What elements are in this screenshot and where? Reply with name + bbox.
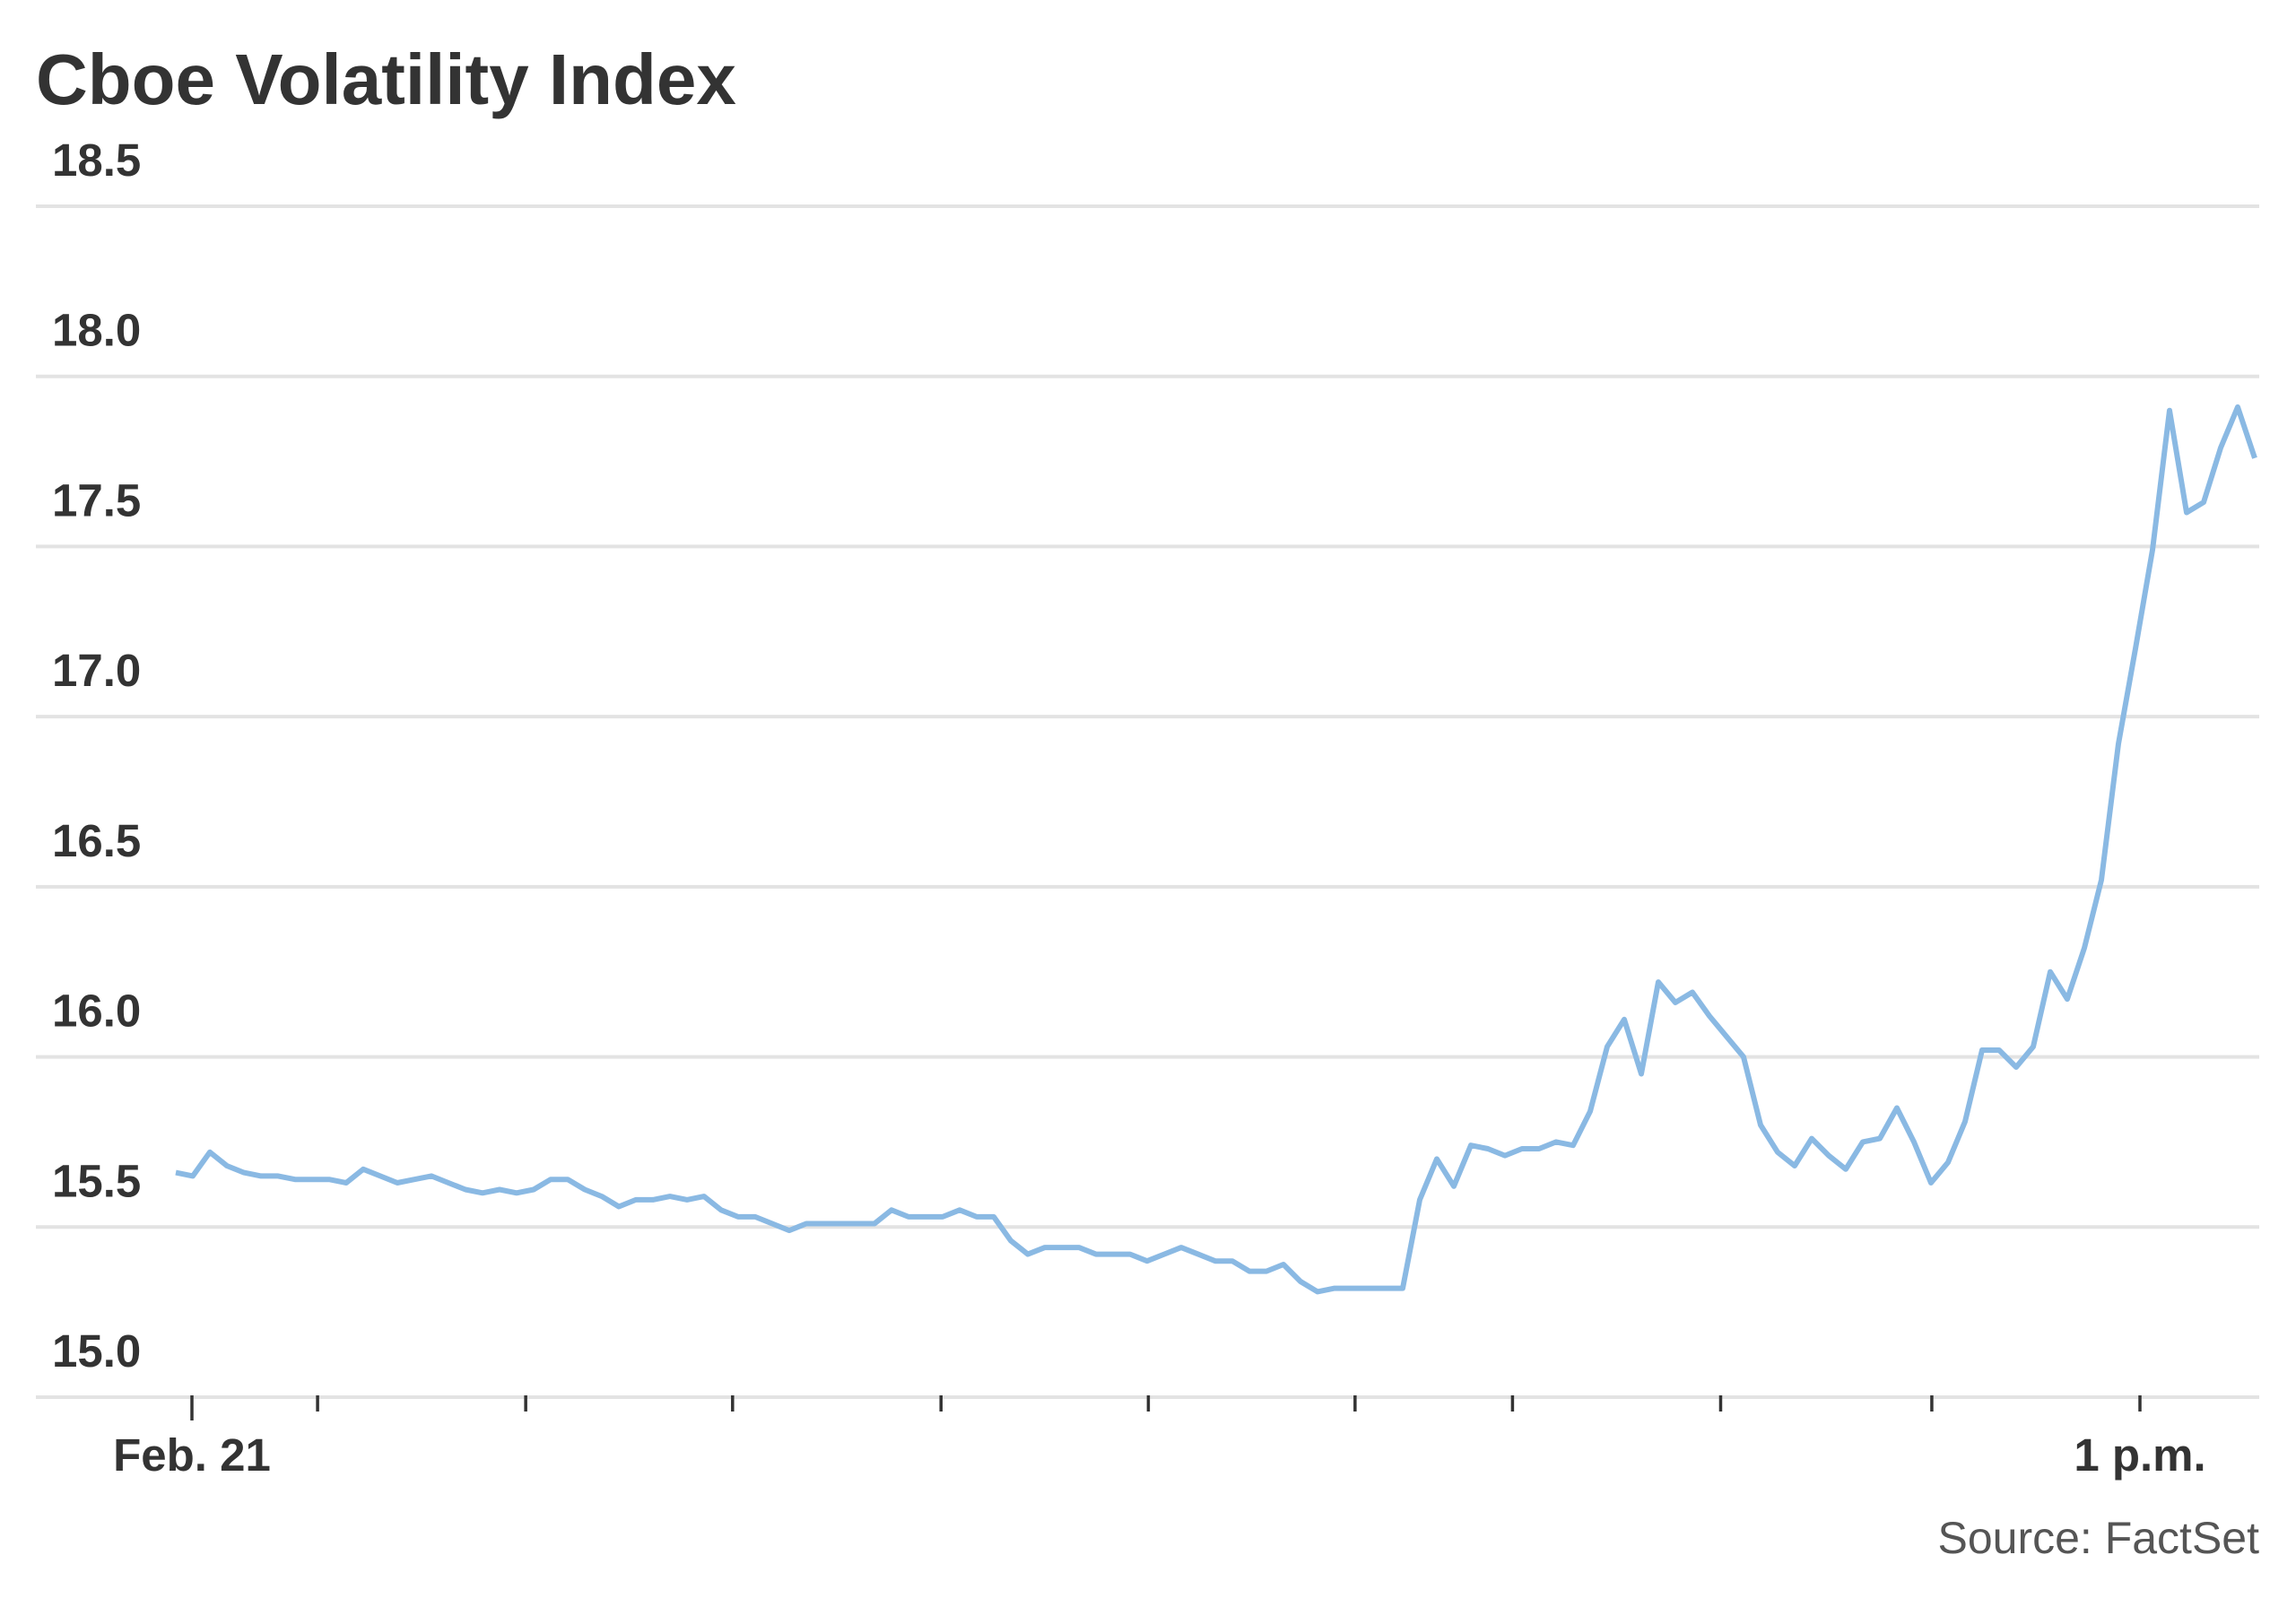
x-axis-labels: Feb. 21 1 p.m.: [113, 1429, 2206, 1481]
y-axis-labels: 15.0 15.5 16.0 16.5 17.0 17.5 18.0 18.5: [52, 135, 141, 1377]
plot-area: [175, 404, 2257, 1295]
vix-line-series: [175, 404, 2257, 1295]
y-tick-label: 16.0: [52, 986, 141, 1037]
x-axis-ticks: [190, 1395, 2142, 1420]
x-tick-label: Feb. 21: [113, 1429, 271, 1481]
y-tick-label: 17.0: [52, 645, 141, 696]
chart-title: Cboe Volatility Index: [36, 39, 736, 119]
y-tick-label: 15.0: [52, 1325, 141, 1377]
source-note: Source: FactSet: [1938, 1513, 2260, 1563]
y-tick-label: 18.0: [52, 305, 141, 356]
x-tick-label: 1 p.m.: [2074, 1429, 2205, 1481]
y-tick-label: 16.5: [52, 815, 141, 866]
y-tick-label: 18.5: [52, 135, 141, 186]
y-tick-label: 15.5: [52, 1155, 141, 1206]
y-tick-label: 17.5: [52, 474, 141, 526]
y-gridlines: [36, 204, 2259, 1399]
